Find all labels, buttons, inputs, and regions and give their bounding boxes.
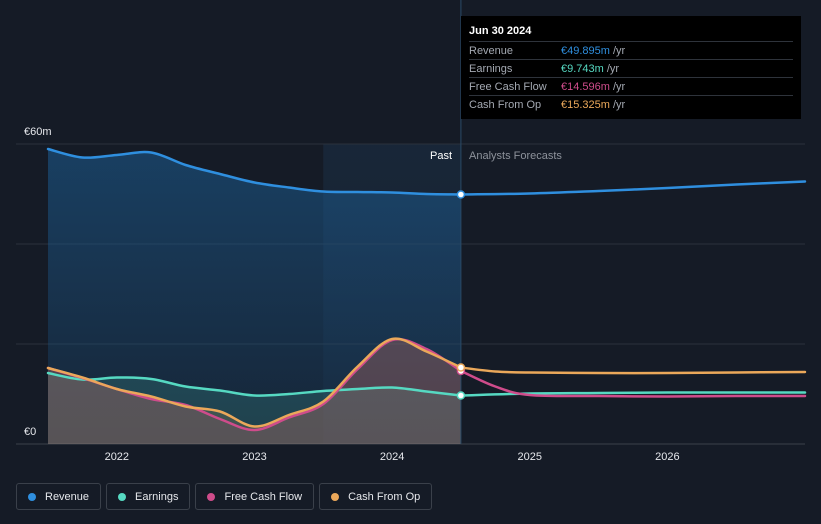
legend-label: Earnings bbox=[135, 490, 179, 503]
tooltip-series-name: Free Cash Flow bbox=[469, 80, 547, 93]
past-label: Past bbox=[430, 150, 453, 162]
cash-from-op-line bbox=[46, 337, 463, 428]
tooltip: Jun 30 2024 Revenue €49.895m/yr Earnings €9… bbox=[461, 16, 801, 119]
tooltip-series-value: €49.895m bbox=[561, 44, 610, 57]
legend-dot-icon bbox=[118, 492, 127, 501]
free-cash-flow-forecast-line bbox=[459, 369, 807, 398]
tooltip-series-name: Revenue bbox=[469, 44, 514, 57]
earnings-area bbox=[48, 373, 461, 444]
tooltip-row: Revenue €49.895m/yr bbox=[469, 41, 793, 59]
tooltip-rows: Revenue €49.895m/yr Earnings €9.743m/yr Free… bbox=[469, 41, 793, 113]
forecast-label: Analysts Forecasts bbox=[469, 150, 562, 162]
y-axis-top-label: €60m bbox=[24, 126, 52, 138]
tooltip-series-value: €9.743m bbox=[561, 62, 604, 75]
legend-label: Cash From Op bbox=[348, 490, 421, 503]
cash-from-op-marker bbox=[456, 363, 466, 372]
tooltip-unit: /yr bbox=[612, 80, 626, 93]
legend-dot-icon bbox=[331, 492, 340, 501]
tooltip-series-name: Cash From Op bbox=[469, 98, 542, 111]
tooltip-series-value: €14.596m bbox=[561, 80, 610, 93]
x-tick-label: 2025 bbox=[517, 451, 542, 463]
earnings-line bbox=[46, 371, 463, 397]
legend-item-cash-from-op[interactable]: Cash From Op bbox=[319, 483, 433, 510]
earnings-marker bbox=[456, 391, 466, 400]
x-tick-label: 2022 bbox=[104, 451, 130, 463]
tooltip-unit: /yr bbox=[612, 98, 626, 111]
tooltip-row: Earnings €9.743m/yr bbox=[469, 59, 793, 77]
legend-dot-icon bbox=[207, 492, 216, 501]
legend-label: Free Cash Flow bbox=[224, 490, 303, 503]
revenue-forecast-line bbox=[459, 180, 807, 196]
hover-markers bbox=[456, 190, 466, 400]
x-tick-label: 2024 bbox=[379, 451, 405, 463]
free-cash-flow-area bbox=[48, 339, 461, 444]
legend: Revenue Earnings Free Cash Flow Cash From O… bbox=[16, 483, 433, 510]
revenue-marker bbox=[456, 190, 466, 199]
legend-item-free-cash-flow[interactable]: Free Cash Flow bbox=[195, 483, 315, 510]
legend-item-earnings[interactable]: Earnings bbox=[106, 483, 191, 510]
cash-from-op-area bbox=[48, 338, 461, 444]
tooltip-unit: /yr bbox=[612, 44, 626, 57]
tooltip-unit: /yr bbox=[606, 62, 620, 75]
cash-from-op-forecast-line bbox=[459, 366, 807, 375]
legend-item-revenue[interactable]: Revenue bbox=[16, 483, 102, 510]
revenue-line bbox=[46, 147, 463, 196]
x-tick-label: 2023 bbox=[242, 451, 267, 463]
legend-dot-icon bbox=[28, 492, 36, 501]
series-lines bbox=[46, 147, 807, 432]
y-axis-bottom-label: €0 bbox=[24, 426, 37, 438]
tooltip-series-value: €15.325m bbox=[561, 98, 610, 111]
x-tick-label: 2026 bbox=[655, 451, 680, 463]
tooltip-row: Free Cash Flow €14.596m/yr bbox=[469, 77, 793, 95]
tooltip-series-name: Earnings bbox=[469, 62, 513, 75]
legend-label: Revenue bbox=[45, 490, 90, 503]
tooltip-date: Jun 30 2024 bbox=[469, 25, 532, 37]
tooltip-row: Cash From Op €15.325m/yr bbox=[469, 95, 793, 113]
